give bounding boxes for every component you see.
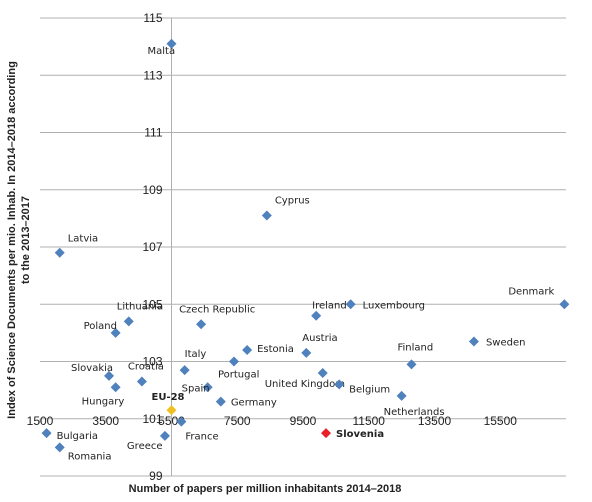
point-lithuania [123, 316, 134, 327]
point-label-netherlands: Netherlands [384, 407, 445, 418]
point-italy [179, 365, 190, 376]
point-france [176, 416, 187, 427]
x-tick-label: 1500 [27, 414, 54, 428]
point-sweden [468, 336, 479, 347]
point-netherlands [396, 390, 407, 401]
point-label-croatia: Croatia [128, 362, 164, 373]
point-label-greece: Greece [127, 441, 163, 452]
y-tick-label: 115 [143, 11, 162, 25]
point-label-poland: Poland [84, 321, 117, 332]
point-label-ireland: Ireland [312, 301, 347, 312]
x-tick-label: 3500 [92, 414, 119, 428]
point-bulgaria [41, 428, 52, 439]
point-label-hungary: Hungary [82, 396, 125, 407]
point-denmark [559, 299, 570, 310]
y-tick-label: 99 [149, 469, 163, 483]
point-label-slovenia: Slovenia [336, 429, 384, 440]
point-united-kingdom [317, 367, 328, 378]
point-estonia [242, 345, 253, 356]
y-tick-label: 105 [142, 297, 162, 311]
point-label-portugal: Portugal [218, 370, 259, 381]
x-tick-label: 9500 [290, 414, 317, 428]
point-label-romania: Romania [68, 451, 112, 462]
point-label-malta: Malta [148, 46, 176, 57]
point-belgium [334, 379, 345, 390]
point-label-cyprus: Cyprus [275, 196, 310, 207]
x-tick-label: 15500 [484, 414, 518, 428]
point-label-germany: Germany [231, 398, 277, 409]
y-tick-label: 111 [144, 126, 163, 140]
point-slovakia [104, 370, 115, 381]
point-greece [159, 430, 170, 441]
point-slovenia [321, 428, 332, 439]
x-tick-label: 7500 [224, 414, 251, 428]
y-tick-label: 113 [143, 68, 162, 82]
point-label-united-kingdom: United Kingdom [265, 379, 345, 390]
point-austria [301, 347, 312, 358]
x-tick-label: 5500 [158, 414, 185, 428]
point-label-bulgaria: Bulgaria [57, 431, 98, 442]
point-label-latvia: Latvia [68, 234, 98, 245]
x-tick-label: 13500 [418, 414, 452, 428]
point-malta [166, 38, 177, 49]
point-label-belgium: Belgium [349, 384, 390, 395]
point-portugal [228, 356, 239, 367]
y-axis-ticks: 99 101 103 105 107 109 111 113 115 [142, 11, 162, 483]
x-axis-ticks: 1500 3500 5500 7500 9500 11500 13500 15500 [27, 414, 518, 428]
y-tick-label: 103 [142, 355, 162, 369]
grid [39, 17, 566, 477]
point-luxembourg [345, 299, 356, 310]
point-label-spain: Spain [182, 383, 210, 394]
y-tick-label: 101 [142, 412, 162, 426]
data-points: Malta Cyprus Latvia Denmark Luxembourg Irelan… [41, 38, 570, 462]
point-label-france: France [185, 432, 218, 443]
point-label-denmark: Denmark [508, 286, 554, 297]
point-poland [110, 327, 121, 338]
point-label-czech-republic: Czech Republic [179, 304, 255, 315]
point-ireland [311, 310, 322, 321]
y-axis-title: Index of Science Documents per mio. Inha… [6, 61, 32, 419]
point-germany [215, 396, 226, 407]
point-finland [406, 359, 417, 370]
point-label-slovakia: Slovakia [71, 363, 113, 374]
point-croatia [136, 376, 147, 387]
point-latvia [54, 247, 65, 258]
y-axis-title-line-1: Index of Science Documents per mio. Inha… [6, 61, 18, 419]
point-label-lithuania: Lithuania [117, 301, 163, 312]
point-label-sweden: Sweden [486, 337, 526, 348]
point-label-finland: Finland [397, 342, 433, 353]
y-tick-label: 107 [142, 240, 162, 254]
point-hungary [110, 382, 121, 393]
point-label-luxembourg: Luxembourg [363, 300, 425, 311]
point-label-estonia: Estonia [257, 344, 294, 355]
x-axis-title: Number of papers per million inhabitants… [129, 483, 402, 495]
point-cyprus [261, 210, 272, 221]
point-eu-28 [166, 405, 177, 416]
point-label-austria: Austria [302, 333, 337, 344]
y-axis-title-line-2: to the 2013–2017 [20, 196, 32, 284]
y-tick-label: 109 [142, 183, 162, 197]
point-romania [54, 442, 65, 453]
point-spain [202, 382, 213, 393]
point-label-eu-28: EU-28 [152, 392, 185, 403]
point-czech-republic [196, 319, 207, 330]
x-tick-label: 11500 [353, 414, 386, 428]
point-label-italy: Italy [185, 349, 207, 360]
